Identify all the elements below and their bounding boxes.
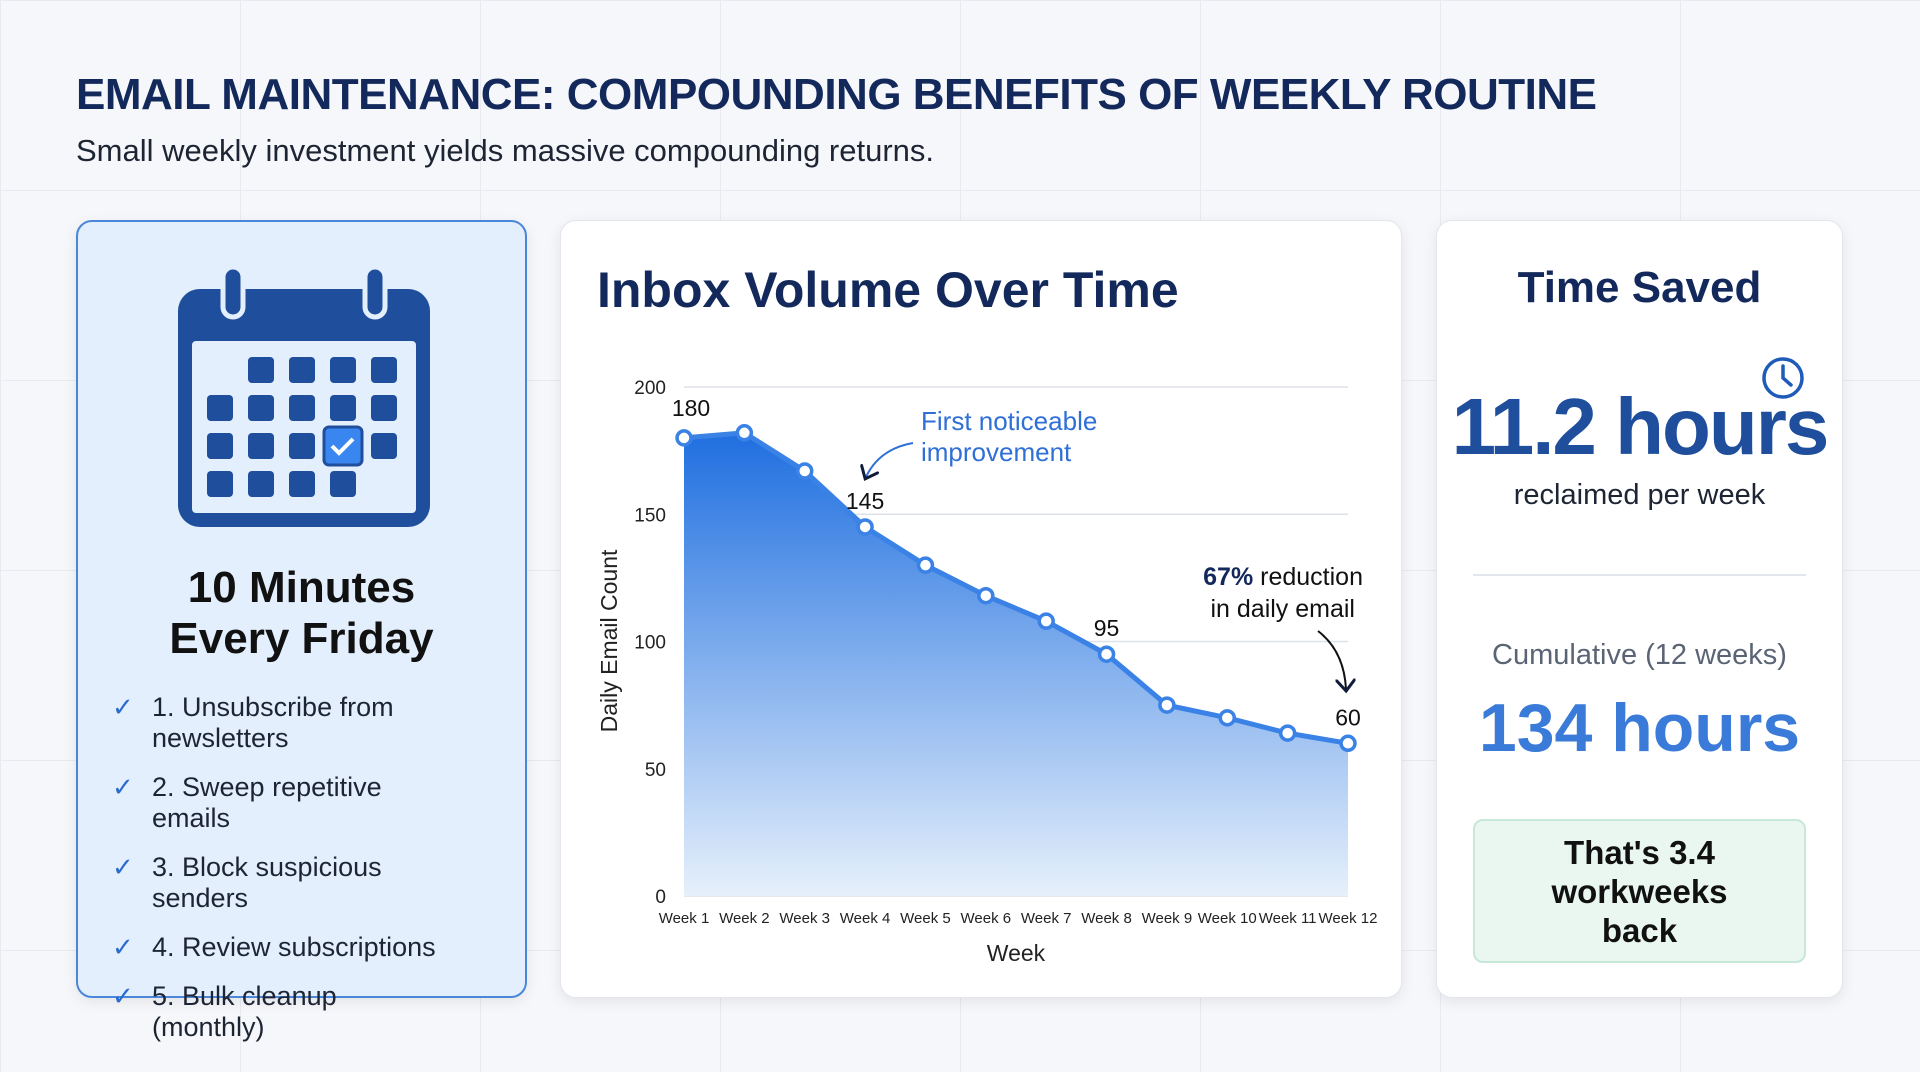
series-line <box>683 430 1349 746</box>
checklist-item-text: 3. Block suspicious senders <box>152 852 382 913</box>
checklist-item: ✓ 4. Review subscriptions <box>112 932 452 963</box>
x-tick-label: Week 5 <box>900 910 951 927</box>
routine-heading: 10 Minutes Every Friday <box>78 562 525 664</box>
checklist-item: ✓ 5. Bulk cleanup (monthly) <box>112 981 452 1043</box>
area-fill <box>684 432 1348 896</box>
annotation-reduction-line1: 67% reduction <box>1203 563 1363 591</box>
weekly-hours-value: 11.2 hours <box>1451 382 1830 471</box>
check-icon: ✓ <box>112 981 134 1011</box>
y-tick-label: 0 <box>655 887 666 908</box>
annotation-arrow <box>866 442 914 477</box>
chart-title: Inbox Volume Over Time <box>597 262 1179 318</box>
data-point-1 <box>675 429 693 447</box>
clock-icon <box>1762 357 1804 399</box>
x-tick-label: Week 8 <box>1081 910 1132 927</box>
checklist-item: ✓ 3. Block suspicious senders <box>112 852 452 914</box>
checklist-item: ✓ 2. Sweep repetitive emails <box>112 772 452 834</box>
page-title: EMAIL MAINTENANCE: COMPOUNDING BENEFITS … <box>76 70 1597 119</box>
data-label: 180 <box>672 395 710 421</box>
y-tick-label: 150 <box>634 505 666 526</box>
time-saved-card: Time Saved 11.2 hours reclaimed per week… <box>1436 220 1843 998</box>
routine-checklist: ✓ 1. Unsubscribe from newsletters ✓ 2. Swe… <box>112 692 452 1061</box>
check-icon: ✓ <box>112 932 134 962</box>
x-tick-label: Week 7 <box>1021 910 1072 927</box>
y-tick-label: 200 <box>634 378 666 399</box>
x-tick-label: Week 1 <box>659 910 710 927</box>
data-point-11 <box>1278 724 1297 742</box>
routine-card: 10 Minutes Every Friday ✓ 1. Unsubscribe f… <box>76 220 527 1042</box>
x-tick-label: Week 12 <box>1319 910 1378 927</box>
x-tick-label: Week 4 <box>840 910 891 927</box>
data-point-2 <box>735 424 754 442</box>
checklist-item-text: 4. Review subscriptions <box>152 932 436 962</box>
x-tick-label: Week 9 <box>1142 910 1193 927</box>
data-point-8 <box>1097 645 1116 663</box>
annotation-reduction-line2: in daily email <box>1210 595 1355 623</box>
x-tick-label: Week 10 <box>1198 910 1257 927</box>
x-tick-label: Week 11 <box>1259 910 1317 927</box>
check-icon: ✓ <box>112 692 134 722</box>
check-icon: ✓ <box>112 772 134 802</box>
x-tick-label: Week 3 <box>779 910 830 927</box>
x-axis-label: Week <box>987 940 1046 966</box>
data-point-4 <box>856 518 874 536</box>
checklist-item-text: 1. Unsubscribe from newsletters <box>152 692 394 753</box>
y-axis-label: Daily Email Count <box>596 549 622 732</box>
routine-heading-line1: 10 Minutes <box>187 563 416 612</box>
x-tick-label: Week 6 <box>961 910 1012 927</box>
checklist-item: ✓ 1. Unsubscribe from newsletters <box>112 692 452 754</box>
check-icon: ✓ <box>112 852 134 882</box>
data-label: 60 <box>1335 704 1361 730</box>
data-point-5 <box>916 556 935 574</box>
annotation-first-improvement-line1: First noticeable <box>921 406 1097 436</box>
routine-heading-line2: Every Friday <box>169 614 434 663</box>
data-point-6 <box>977 586 995 605</box>
data-point-12 <box>1339 734 1357 753</box>
checklist-item-text: 5. Bulk cleanup (monthly) <box>152 981 337 1042</box>
annotation-first-improvement-line2: improvement <box>921 437 1072 467</box>
chart-card: Inbox Volume Over Time 0 50 100 150 200 Week … <box>560 220 1402 998</box>
time-saved-title: Time Saved <box>1517 263 1762 312</box>
workweeks-callout: That's 3.4 workweeks back <box>1473 819 1806 963</box>
cumulative-label: Cumulative (12 weeks) <box>1492 639 1787 671</box>
data-point-9 <box>1158 696 1176 714</box>
calendar-check-icon <box>178 267 430 527</box>
data-label: 145 <box>846 488 884 514</box>
data-point-3 <box>795 462 814 480</box>
data-point-10 <box>1218 709 1237 727</box>
inbox-volume-chart: 0 50 100 150 200 Week 1 Week 2 Week 3 Week 4 Week… <box>596 378 1378 966</box>
divider <box>1473 574 1806 576</box>
weekly-hours-label: reclaimed per week <box>1513 479 1766 511</box>
data-label: 95 <box>1094 615 1120 641</box>
cumulative-value: 134 hours <box>1478 690 1801 766</box>
y-tick-label: 100 <box>634 633 666 654</box>
annotation-arrow <box>1317 630 1346 689</box>
data-point-7 <box>1037 612 1055 630</box>
y-tick-label: 50 <box>645 760 666 781</box>
x-tick-label: Week 2 <box>719 910 770 927</box>
page-subtitle: Small weekly investment yields massive c… <box>76 133 935 168</box>
checklist-item-text: 2. Sweep repetitive emails <box>152 772 382 833</box>
